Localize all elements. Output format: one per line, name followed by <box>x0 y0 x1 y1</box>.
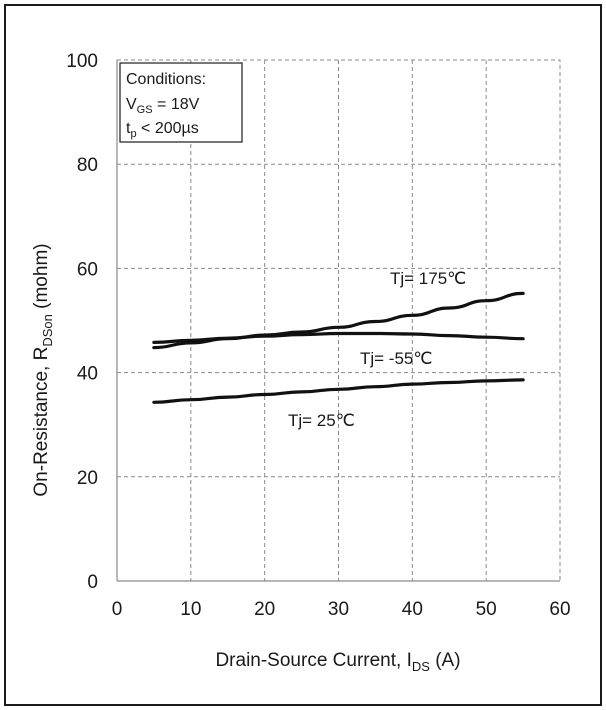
series-label-0: Tj= 175℃ <box>390 269 466 288</box>
y-tick-label: 80 <box>77 155 98 176</box>
x-tick-label: 30 <box>328 599 349 620</box>
tick-labels: 0 10 20 30 40 50 60 0 20 40 60 80 100 <box>66 51 570 620</box>
conditions-border <box>119 62 243 143</box>
conditions-box: Conditions: VGS = 18V tp < 200µs <box>119 62 243 143</box>
conditions-tp: tp < 200µs <box>126 120 199 140</box>
series-labels: Tj= 175℃ Tj= -55℃ Tj= 25℃ <box>288 269 466 430</box>
x-tick-label: 0 <box>112 599 123 620</box>
y-tick-label: 100 <box>66 51 98 72</box>
x-tick-label: 50 <box>476 599 497 620</box>
series-label-1: Tj= -55℃ <box>360 349 432 368</box>
y-tick-label: 0 <box>87 572 98 593</box>
series-label-2: Tj= 25℃ <box>288 411 355 430</box>
conditions-vgs: VGS = 18V <box>126 96 200 116</box>
x-tick-label: 60 <box>549 599 570 620</box>
series-line-1 <box>152 331 525 344</box>
grid <box>117 60 560 581</box>
x-axis-title: Drain-Source Current, IDS (A) <box>215 650 460 674</box>
x-tick-label: 10 <box>180 599 201 620</box>
x-tick-label: 20 <box>254 599 275 620</box>
x-tick-label: 40 <box>402 599 423 620</box>
y-tick-label: 60 <box>77 259 98 280</box>
conditions-title: Conditions: <box>126 71 206 88</box>
series-line-2 <box>152 378 525 404</box>
y-tick-label: 20 <box>77 468 98 489</box>
series-group <box>152 291 525 404</box>
y-axis-title: On-Resistance, RDSon (mohm) <box>31 243 55 496</box>
y-tick-label: 40 <box>77 364 98 385</box>
